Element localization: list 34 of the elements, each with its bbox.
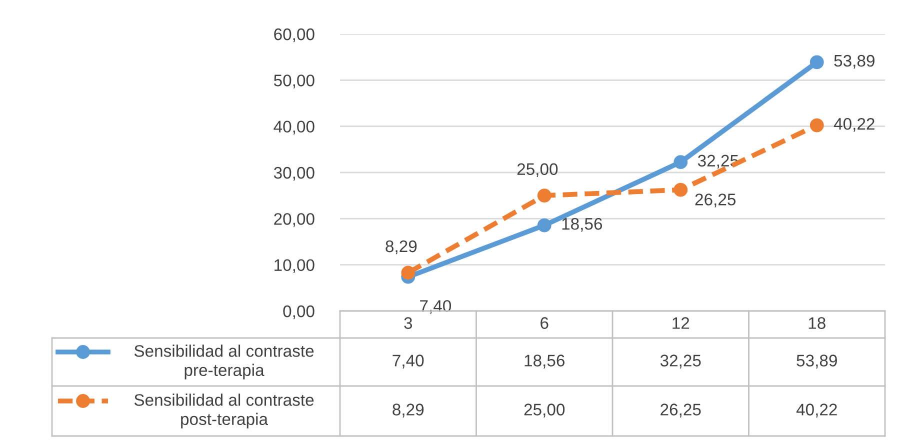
point [810,118,824,132]
data-label: 8,29 [392,404,424,418]
data-label: 18,56 [524,354,564,368]
x-tick-label: 3 [404,317,412,329]
text: 53,89 [834,54,874,69]
y-tick-label: 20,00 [274,213,314,227]
x-tick-label: 12 [672,317,690,329]
point [401,266,416,280]
point [537,218,552,232]
y-tick-label: 40,00 [274,120,314,135]
point [674,182,688,197]
point [810,55,824,70]
y-tick-label: 10,00 [274,259,314,274]
data-label: 25,00 [524,404,565,418]
point [674,155,688,170]
x-tick-label: 6 [540,317,548,329]
data-label: 40,22 [796,404,837,418]
legend-label: Sensibilidad al contraste pre-terapia [134,344,314,380]
legend-label: Sensibilidad al contraste post-terapia [134,394,314,428]
point [537,188,552,203]
text: 26,25 [695,194,736,208]
data-label: 7,40 [392,354,424,368]
y-tick-label: 50,00 [274,74,314,88]
y-tick-label: 30,00 [274,166,314,181]
y-tick-label: 60,00 [274,28,314,42]
data-label: 32,25 [660,354,701,368]
data-label: 26,25 [660,404,701,418]
data-label: 53,89 [796,354,837,368]
text: 40,22 [834,118,874,132]
text: 18,56 [562,218,602,232]
text: 8,29 [386,240,417,254]
x-tick-label: 18 [808,317,826,329]
text: 25,00 [517,163,558,178]
y-tick-label: 0,00 [283,305,314,320]
